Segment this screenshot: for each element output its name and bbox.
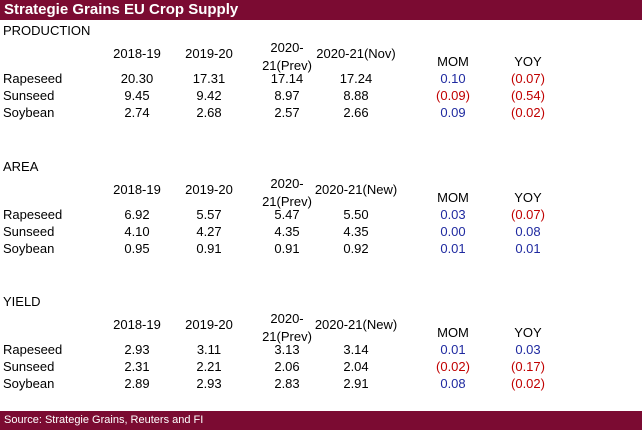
column-header: YOY: [514, 325, 542, 340]
value-cell: 3.11: [196, 342, 222, 357]
section-label-production: PRODUCTION: [3, 23, 91, 38]
column-header: 2020-21(New): [314, 182, 398, 197]
value-cell: 2.93: [196, 376, 222, 391]
column-header: 2018-19: [113, 182, 161, 197]
column-header: MOM: [437, 190, 469, 205]
value-cell: 4.10: [124, 224, 150, 239]
column-header: 2020-21(New): [314, 317, 398, 332]
column-header-part: 2020-: [270, 311, 304, 326]
value-cell: 9.42: [196, 88, 222, 103]
yoy-cell: 0.08: [515, 224, 541, 239]
row-label: Soybean: [3, 376, 55, 391]
value-cell: 5.50: [343, 207, 369, 222]
yoy-cell: 0.01: [515, 241, 541, 256]
value-cell: 2.68: [196, 105, 222, 120]
column-header: 2018-19: [113, 317, 161, 332]
yoy-cell: (0.54): [511, 88, 545, 103]
value-cell: 2.93: [124, 342, 150, 357]
column-header: 2019-20: [185, 182, 233, 197]
column-header: YOY: [514, 54, 542, 69]
yoy-cell: (0.02): [511, 376, 545, 391]
row-label: Rapeseed: [3, 342, 63, 357]
column-header-part: 21(Prev): [262, 58, 312, 73]
footer-bar: Source: Strategie Grains, Reuters and FI: [0, 411, 642, 430]
yoy-cell: 0.03: [515, 342, 541, 357]
row-label: Sunseed: [3, 359, 55, 374]
value-cell: 8.88: [343, 88, 369, 103]
value-cell: 2.04: [343, 359, 369, 374]
mom-cell: 0.10: [440, 71, 466, 86]
row-label: Sunseed: [3, 88, 55, 103]
column-header: 2018-19: [113, 46, 161, 61]
value-cell: 3.14: [343, 342, 369, 357]
row-label: Sunseed: [3, 224, 55, 239]
value-cell: 4.27: [196, 224, 222, 239]
value-cell: 2.89: [124, 376, 150, 391]
value-cell: 4.35: [343, 224, 369, 239]
value-cell: 2.91: [343, 376, 369, 391]
column-header: YOY: [514, 190, 542, 205]
value-cell: 0.92: [343, 241, 369, 256]
section-label-yield: YIELD: [3, 294, 41, 309]
column-header: 2020- 21(Prev): [247, 310, 327, 346]
column-header-part: 2020-: [270, 176, 304, 191]
yoy-cell: (0.07): [511, 71, 545, 86]
row-label: Soybean: [3, 105, 55, 120]
mom-cell: 0.03: [440, 207, 466, 222]
value-cell: 3.13: [274, 342, 300, 357]
mom-cell: (0.09): [436, 88, 470, 103]
value-cell: 20.30: [120, 71, 154, 86]
value-cell: 6.92: [124, 207, 150, 222]
column-header-part: 2020-: [270, 40, 304, 55]
column-header: 2020- 21(Prev): [247, 39, 327, 75]
yoy-cell: (0.07): [511, 207, 545, 222]
value-cell: 17.31: [192, 71, 226, 86]
value-cell: 2.57: [274, 105, 300, 120]
column-header: 2019-20: [185, 46, 233, 61]
value-cell: 2.21: [196, 359, 222, 374]
row-label: Soybean: [3, 241, 55, 256]
value-cell: 5.47: [274, 207, 300, 222]
mom-cell: 0.01: [440, 342, 466, 357]
mom-cell: 0.09: [440, 105, 466, 120]
value-cell: 2.83: [274, 376, 300, 391]
title-bar: Strategie Grains EU Crop Supply: [0, 0, 642, 20]
column-header: 2019-20: [185, 317, 233, 332]
column-header-part: 21(Prev): [262, 329, 312, 344]
section-label-area: AREA: [3, 159, 39, 174]
row-label: Rapeseed: [3, 71, 63, 86]
column-header: 2020-21(Nov): [316, 46, 396, 61]
value-cell: 0.95: [124, 241, 150, 256]
value-cell: 8.97: [274, 88, 300, 103]
value-cell: 9.45: [124, 88, 150, 103]
value-cell: 0.91: [274, 241, 300, 256]
mom-cell: 0.01: [440, 241, 466, 256]
value-cell: 2.06: [274, 359, 300, 374]
value-cell: 0.91: [196, 241, 222, 256]
mom-cell: 0.00: [440, 224, 466, 239]
page-title: Strategie Grains EU Crop Supply: [4, 1, 239, 18]
value-cell: 2.66: [343, 105, 369, 120]
mom-cell: (0.02): [436, 359, 470, 374]
value-cell: 17.14: [270, 71, 304, 86]
column-header: 2020- 21(Prev): [247, 175, 327, 211]
value-cell: 4.35: [274, 224, 300, 239]
value-cell: 2.31: [124, 359, 150, 374]
row-label: Rapeseed: [3, 207, 63, 222]
column-header-part: 21(Prev): [262, 194, 312, 209]
yoy-cell: (0.02): [511, 105, 545, 120]
column-header: MOM: [437, 54, 469, 69]
value-cell: 5.57: [196, 207, 222, 222]
source-note: Source: Strategie Grains, Reuters and FI: [4, 414, 204, 426]
yoy-cell: (0.17): [511, 359, 545, 374]
value-cell: 17.24: [339, 71, 373, 86]
value-cell: 2.74: [124, 105, 150, 120]
mom-cell: 0.08: [440, 376, 466, 391]
column-header: MOM: [437, 325, 469, 340]
